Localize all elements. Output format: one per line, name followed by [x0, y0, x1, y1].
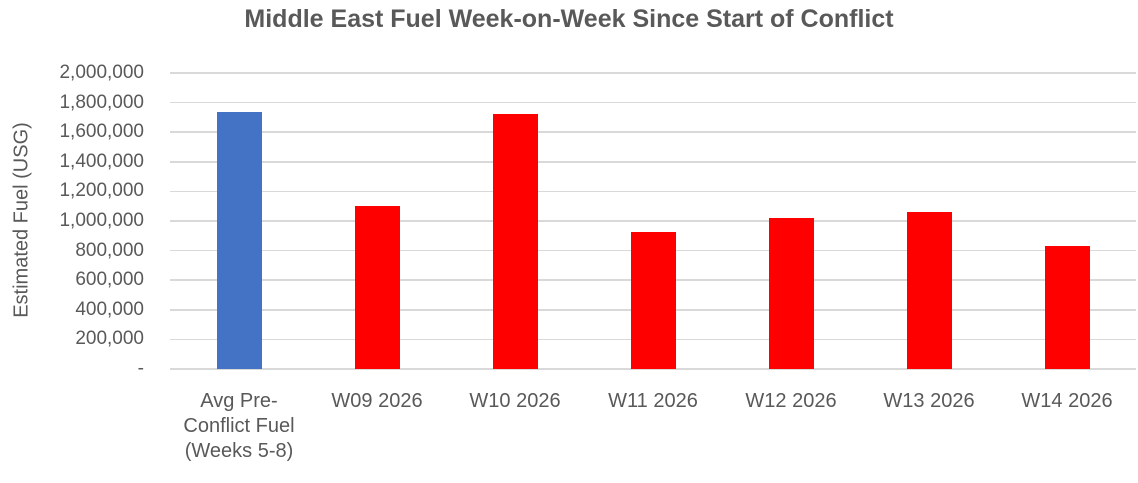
x-tick-label-line: W14 2026 [1021, 390, 1113, 412]
y-tick-label: 1,000,000 [59, 210, 144, 231]
bar-w09-2026 [354, 206, 400, 369]
x-tick-label-line: W10 2026 [469, 390, 561, 412]
x-tick-label: W09 2026 [297, 389, 457, 414]
gridline [170, 368, 1136, 370]
y-tick-label: 600,000 [75, 269, 144, 291]
gridline [170, 72, 1136, 74]
y-tick-label: 2,000,000 [59, 62, 144, 83]
y-tick-label: 1,400,000 [59, 150, 144, 172]
x-tick-label-line: W12 2026 [745, 390, 837, 412]
y-tick-label: 400,000 [75, 298, 144, 320]
gridline [170, 161, 1136, 163]
x-tick-label: W12 2026 [711, 389, 871, 414]
y-tick-label: 200,000 [75, 328, 144, 350]
y-tick-label: 800,000 [75, 239, 144, 261]
bar-w12-2026 [768, 218, 814, 369]
y-tick-label: 1,800,000 [59, 91, 144, 113]
bar-w10-2026 [492, 113, 538, 369]
bar-w11-2026 [630, 232, 676, 369]
gridline [170, 131, 1136, 133]
gridline [170, 190, 1136, 193]
x-tick-label-line: W13 2026 [883, 390, 975, 412]
x-tick-label-line: Avg Pre- [200, 390, 278, 412]
plot-area [170, 72, 1136, 370]
x-tick-label-line: W11 2026 [608, 390, 698, 412]
x-tick-label: Avg Pre- Conflict Fuel (Weeks 5-8) [159, 389, 319, 464]
gridline [170, 220, 1136, 222]
x-tick-label: W14 2026 [987, 389, 1138, 414]
x-tick-label-line: W09 2026 [331, 390, 423, 412]
bar-avg-pre-conflict-fuel-weeks-5-8 [216, 112, 262, 369]
x-tick-label: W10 2026 [435, 389, 595, 414]
x-tick-label: W13 2026 [849, 389, 1009, 414]
y-tick-label: - [137, 358, 144, 379]
x-tick-label-line: Conflict Fuel [183, 415, 295, 437]
chart-title: Middle East Fuel Week-on-Week Since Star… [244, 5, 894, 33]
bar-w13-2026 [906, 212, 952, 369]
bar-w14-2026 [1044, 246, 1090, 369]
x-tick-label-line: (Weeks 5-8) [184, 440, 294, 462]
y-tick-label: 1,200,000 [59, 180, 144, 202]
gridline [170, 101, 1136, 104]
x-tick-label: W11 2026 [573, 389, 733, 414]
y-tick-label: 1,600,000 [59, 121, 144, 143]
